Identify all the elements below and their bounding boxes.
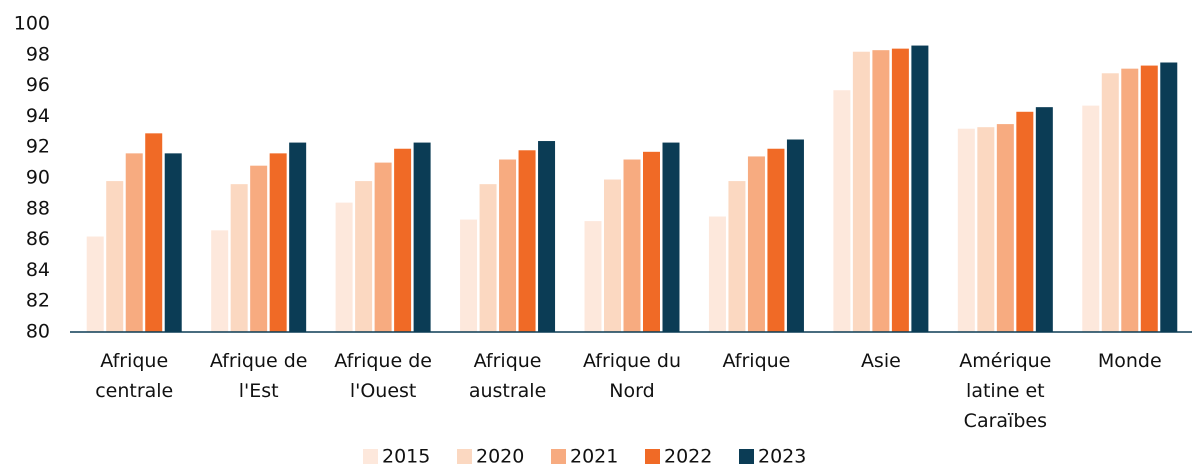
y-tick-label: 82: [26, 290, 50, 312]
y-tick-label: 100: [14, 13, 50, 35]
bar: [145, 133, 163, 332]
bar: [872, 50, 890, 333]
bar: [460, 219, 478, 332]
bar: [1016, 111, 1034, 332]
bar: [394, 148, 412, 332]
bar: [852, 51, 870, 332]
legend-label: 2023: [758, 446, 806, 466]
y-tick-label: 80: [26, 321, 50, 343]
bar: [86, 236, 104, 332]
y-tick-label: 96: [26, 74, 50, 96]
bar: [1121, 68, 1139, 332]
x-tick-label: Amérique latine et Caraïbes: [959, 350, 1052, 432]
legend-swatch: [551, 449, 566, 464]
bar: [374, 162, 392, 332]
bar: [479, 184, 497, 332]
legend-swatch: [457, 449, 472, 464]
bar: [518, 150, 536, 332]
y-tick-label: 88: [26, 197, 50, 219]
legend-label: 2022: [664, 446, 712, 466]
x-tick-label: Afrique: [722, 350, 791, 372]
bar: [767, 148, 785, 332]
bar: [164, 153, 182, 332]
legend-swatch: [739, 449, 754, 464]
bar: [106, 181, 124, 332]
legend-swatch: [363, 449, 378, 464]
bar: [891, 48, 909, 332]
y-tick-label: 94: [26, 105, 50, 127]
bar: [230, 184, 248, 332]
x-tick-label: Afrique australe: [468, 350, 547, 402]
x-tick-label: Monde: [1097, 350, 1162, 372]
bar: [1082, 105, 1100, 333]
bar: [708, 216, 726, 332]
x-tick-label: Afrique centrale: [95, 350, 174, 402]
y-tick-label: 86: [26, 228, 50, 250]
x-tick-label: Afrique de l'Ouest: [334, 350, 432, 402]
bar: [643, 151, 660, 332]
bar: [604, 179, 621, 332]
bar: [957, 128, 975, 332]
bar: [269, 153, 287, 332]
legend-label: 2015: [382, 446, 430, 466]
bar: [1035, 107, 1053, 332]
bar: [911, 45, 929, 333]
legend-label: 2020: [476, 446, 524, 466]
bar: [728, 181, 746, 332]
bar: [623, 159, 641, 332]
bar: [833, 90, 851, 332]
legend-swatch: [645, 449, 660, 464]
bar: [996, 124, 1014, 332]
bar: [211, 230, 229, 332]
y-tick-label: 84: [26, 259, 50, 281]
bar: [1140, 65, 1158, 332]
bar: [538, 141, 556, 332]
bar: [1160, 62, 1178, 332]
bar: [413, 142, 431, 332]
y-tick-label: 90: [26, 167, 50, 189]
bar: [499, 159, 517, 332]
bar: [335, 202, 353, 332]
bar: [662, 142, 680, 332]
x-tick-label: Afrique du Nord: [582, 350, 682, 402]
bar: [250, 165, 268, 332]
bar: [125, 153, 143, 332]
x-tick-label: Afrique de l'Est: [209, 350, 308, 402]
bar: [584, 221, 602, 332]
y-tick-label: 92: [26, 136, 50, 158]
x-tick-label: Asie: [860, 350, 901, 372]
y-tick-label: 98: [26, 43, 50, 65]
bar: [977, 127, 995, 333]
bar: [747, 156, 765, 332]
legend-label: 2021: [570, 446, 618, 466]
bar: [355, 181, 373, 332]
bar: [786, 139, 804, 332]
bar: [1101, 73, 1119, 332]
bar: [289, 142, 307, 332]
